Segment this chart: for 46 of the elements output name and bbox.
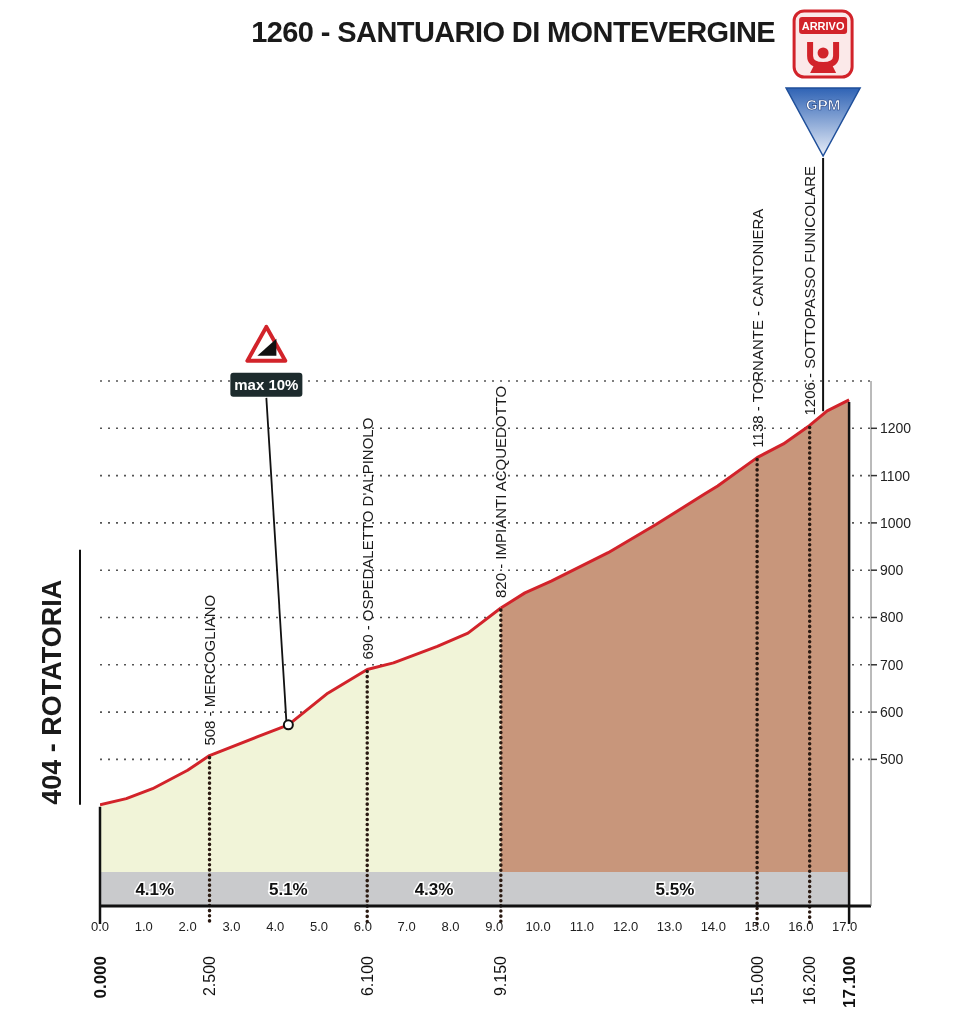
ref-line-label: 17.100 (839, 956, 859, 1008)
x-tick-label: 15.0 (744, 919, 770, 935)
annotation: 1138 - TORNANTE - CANTONIERA (748, 208, 766, 448)
x-tick-label: 13.0 (656, 919, 683, 935)
y-tick-label: 500 (880, 751, 904, 768)
y-tick-label: 600 (880, 704, 904, 721)
y-tick-label: 1100 (880, 467, 911, 484)
ref-line-label: 6.100 (358, 955, 376, 997)
ref-line-label: 9.150 (492, 955, 510, 997)
x-tick-label: 10.0 (525, 919, 551, 935)
text: GPM (806, 95, 841, 113)
annotation: 690 - OSPEDALETTO D'ALPINOLO (358, 417, 376, 660)
y-tick-label: 800 (880, 609, 904, 626)
x-tick-label: 12.0 (613, 919, 639, 935)
ref-line-label: 16.200 (801, 955, 819, 1005)
x-tick-label: 8.0 (441, 919, 460, 935)
band-label: 5.5% (655, 879, 695, 899)
y-tick-label: 1200 (880, 420, 912, 437)
band-label: 5.1% (268, 879, 308, 899)
chart-title: 1260 - SANTUARIO DI MONTEVERGINE (251, 16, 776, 48)
annotation: 820 - IMPIANTI ACQUEDOTTO (492, 385, 510, 599)
ref-line-label: 0.000 (90, 956, 110, 999)
annotation: 508 - MERCOGLIANO (201, 594, 219, 746)
x-tick-label: 6.0 (353, 919, 372, 935)
x-tick-label: 14.0 (700, 919, 726, 935)
band-label: 4.3% (414, 879, 454, 899)
x-tick-label: 4.0 (266, 919, 285, 935)
x-tick-label: 0.0 (90, 919, 110, 935)
x-tick-label: 9.0 (485, 919, 504, 935)
x-tick-label: 3.0 (222, 919, 241, 935)
x-tick-label: 5.0 (310, 919, 329, 935)
annotation: 404 - ROTATORIA (37, 579, 67, 805)
x-tick-label: 1.0 (134, 919, 153, 935)
x-tick-label: 11.0 (569, 919, 595, 935)
y-tick-label: 700 (880, 656, 904, 673)
x-tick-label: 7.0 (397, 919, 416, 935)
x-tick-label: 17.0 (832, 919, 858, 935)
y-tick-label: 1000 (880, 514, 912, 531)
y-tick-label: 900 (880, 562, 904, 579)
annotation: 1206 - SOTTOPASSO FUNICOLARE (801, 165, 819, 416)
ref-line-label: 15.000 (748, 955, 766, 1005)
ref-line-label: 2.500 (201, 955, 219, 997)
x-tick-label: 2.0 (178, 919, 197, 935)
band-label: 4.1% (135, 879, 175, 899)
text: ARRIVO (801, 20, 845, 32)
x-tick-label: 16.0 (788, 919, 814, 935)
